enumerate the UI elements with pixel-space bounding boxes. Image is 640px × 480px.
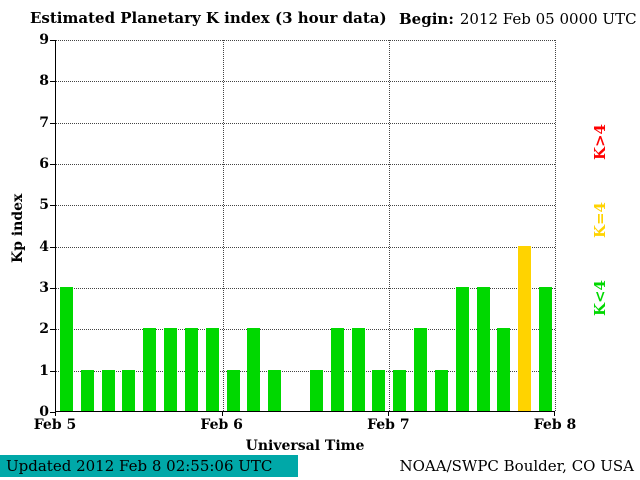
x-gridline <box>222 40 224 411</box>
begin-label: Begin: <box>399 10 454 28</box>
legend-item: K<4 <box>591 279 609 316</box>
y-tick <box>50 246 55 248</box>
x-tick <box>554 412 555 416</box>
kp-bar <box>455 287 469 411</box>
y-tick <box>50 81 55 83</box>
x-tick-label: Feb 5 <box>33 417 77 433</box>
kp-bar <box>122 369 136 411</box>
y-gridline <box>56 205 555 207</box>
y-tick-label: 2 <box>39 321 49 338</box>
x-axis-label: Universal Time <box>245 438 365 454</box>
x-gridline <box>389 40 391 411</box>
x-tick-label: Feb 7 <box>367 417 410 433</box>
y-gridline <box>56 370 555 372</box>
plot-area <box>55 40 556 412</box>
x-tick <box>221 412 223 416</box>
y-tick-label: 5 <box>39 197 49 214</box>
y-tick-label: 0 <box>39 404 49 420</box>
y-tick-label: 6 <box>39 156 49 172</box>
y-gridline <box>56 246 555 248</box>
kp-bar <box>143 328 157 411</box>
kp-bar <box>59 287 73 411</box>
y-gridline <box>56 122 555 124</box>
x-gridline <box>555 40 556 411</box>
legend: K>4 K=4 K<4 <box>588 124 612 316</box>
y-gridline <box>56 288 555 289</box>
kp-bar <box>226 369 240 411</box>
kp-bar <box>80 369 94 411</box>
y-tick <box>50 288 55 289</box>
y-tick <box>50 40 55 41</box>
kp-bar <box>309 369 323 411</box>
kp-bar <box>101 369 115 411</box>
kp-bar <box>393 369 407 411</box>
y-tick-label: 1 <box>39 362 49 379</box>
y-tick <box>50 205 55 207</box>
updated-banner: Updated 2012 Feb 8 02:55:06 UTC <box>0 455 298 477</box>
kp-bar <box>184 328 198 411</box>
x-tick-label: Feb 8 <box>533 417 577 433</box>
legend-item: K=4 <box>591 201 609 239</box>
kp-bar <box>518 245 532 411</box>
y-gridline <box>56 164 555 165</box>
y-gridline <box>56 81 555 83</box>
kp-bar <box>164 328 178 411</box>
kp-bar <box>497 328 511 411</box>
y-tick <box>50 329 55 331</box>
x-tick <box>55 412 56 416</box>
y-tick <box>50 370 55 372</box>
chart-title: Estimated Planetary K index (3 hour data… <box>30 9 387 27</box>
source-credit: NOAA/SWPC Boulder, CO USA <box>399 457 634 475</box>
kp-bar <box>351 328 365 411</box>
y-tick-label: 8 <box>39 73 49 90</box>
kp-bar <box>268 369 282 411</box>
y-tick-label: 3 <box>39 280 49 296</box>
y-tick <box>50 412 55 413</box>
kp-bar <box>330 328 344 411</box>
y-tick-label: 7 <box>39 114 49 131</box>
kp-bar <box>476 287 490 411</box>
y-tick <box>50 122 55 124</box>
kp-bar <box>414 328 428 411</box>
begin-info: Begin: 2012 Feb 05 0000 UTC <box>399 10 637 28</box>
y-tick <box>50 164 55 165</box>
x-tick <box>388 412 390 416</box>
legend-item: K>4 <box>591 124 609 161</box>
y-tick-label: 4 <box>39 238 49 255</box>
x-tick-label: Feb 6 <box>200 417 243 433</box>
y-gridline <box>56 40 555 41</box>
kp-bar <box>539 287 553 411</box>
y-tick-label: 9 <box>39 32 49 48</box>
kp-bar <box>247 328 261 411</box>
kp-bar <box>372 369 386 411</box>
y-axis-label: Kp index <box>10 193 26 263</box>
y-gridline <box>56 329 555 331</box>
kp-bar <box>205 328 219 411</box>
kp-bar <box>434 369 448 411</box>
begin-value: 2012 Feb 05 0000 UTC <box>459 10 637 28</box>
